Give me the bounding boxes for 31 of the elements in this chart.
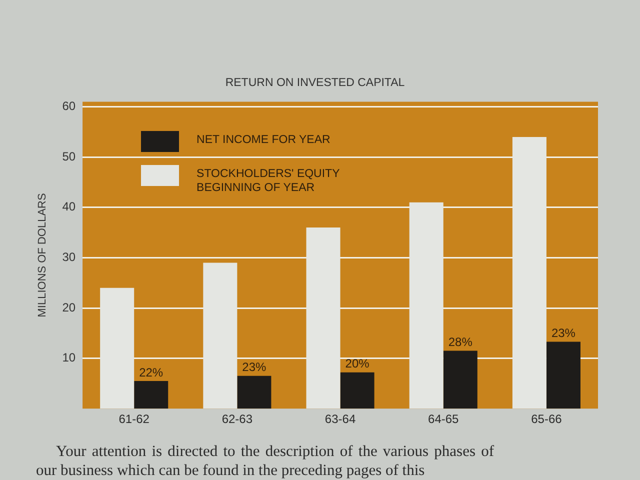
annotation: 23% [551,326,576,340]
y-tick-label: 60 [62,99,76,114]
chart-title: RETURN ON INVESTED CAPITAL [225,77,406,90]
text: Your attention is directed to the description of the various phases of our business which can be found in the preceding pages of this [36,442,494,480]
y-tick-label: 10 [62,350,76,365]
bar [512,137,546,409]
x-tick-label: 62-63 [222,412,253,426]
y-tick-label: 30 [62,250,76,264]
annotation: 22% [139,365,164,380]
bar [237,376,272,409]
bar [134,380,168,409]
bar [409,202,444,409]
bar [340,372,374,409]
x-tick-label: 64-65 [428,412,460,426]
y-axis-title: MILLIONS OF DOLLARS [36,193,49,318]
x-tick-label: 61-62 [118,412,150,426]
y-tick-label: 40 [62,200,76,214]
annotation: 20% [345,356,370,371]
x-tick-label: 65-66 [531,412,562,426]
y-tick-label: 20 [62,300,76,314]
annotation: 28% [448,335,473,350]
bar [443,350,478,409]
annotation: 23% [242,360,267,374]
bar [546,342,580,409]
x-tick-label: 63-64 [324,412,356,426]
legend-label: NET INCOME FOR YEAR [196,132,332,147]
bar [306,228,340,409]
bar [203,262,238,409]
legend-label: STOCKHOLDERS' EQUITY BEGINNING OF YEAR [196,166,341,195]
bar [100,288,134,409]
y-tick-label: 50 [62,149,76,164]
